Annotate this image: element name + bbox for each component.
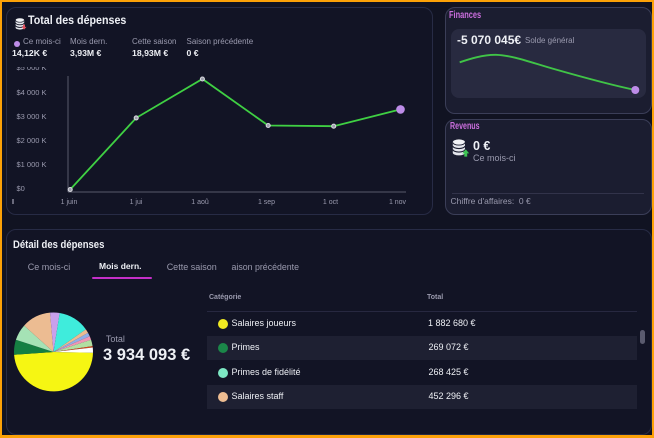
svg-text:1 aoû: 1 aoû xyxy=(191,199,209,206)
svg-text:1 nov: 1 nov xyxy=(389,199,407,206)
svg-text:$1 000 K: $1 000 K xyxy=(17,160,47,169)
svg-text:$2 000 K: $2 000 K xyxy=(17,136,47,145)
svg-text:$5 000 K: $5 000 K xyxy=(17,67,47,72)
svg-text:$3 000 K: $3 000 K xyxy=(17,112,47,121)
svg-text:1 jui: 1 jui xyxy=(130,199,143,206)
svg-text:$0: $0 xyxy=(17,184,25,193)
svg-text:1 oct: 1 oct xyxy=(323,199,338,206)
svg-text:1 juin: 1 juin xyxy=(61,199,78,206)
svg-text:$4 000 K: $4 000 K xyxy=(17,88,47,97)
svg-text:1 sep: 1 sep xyxy=(258,199,275,206)
